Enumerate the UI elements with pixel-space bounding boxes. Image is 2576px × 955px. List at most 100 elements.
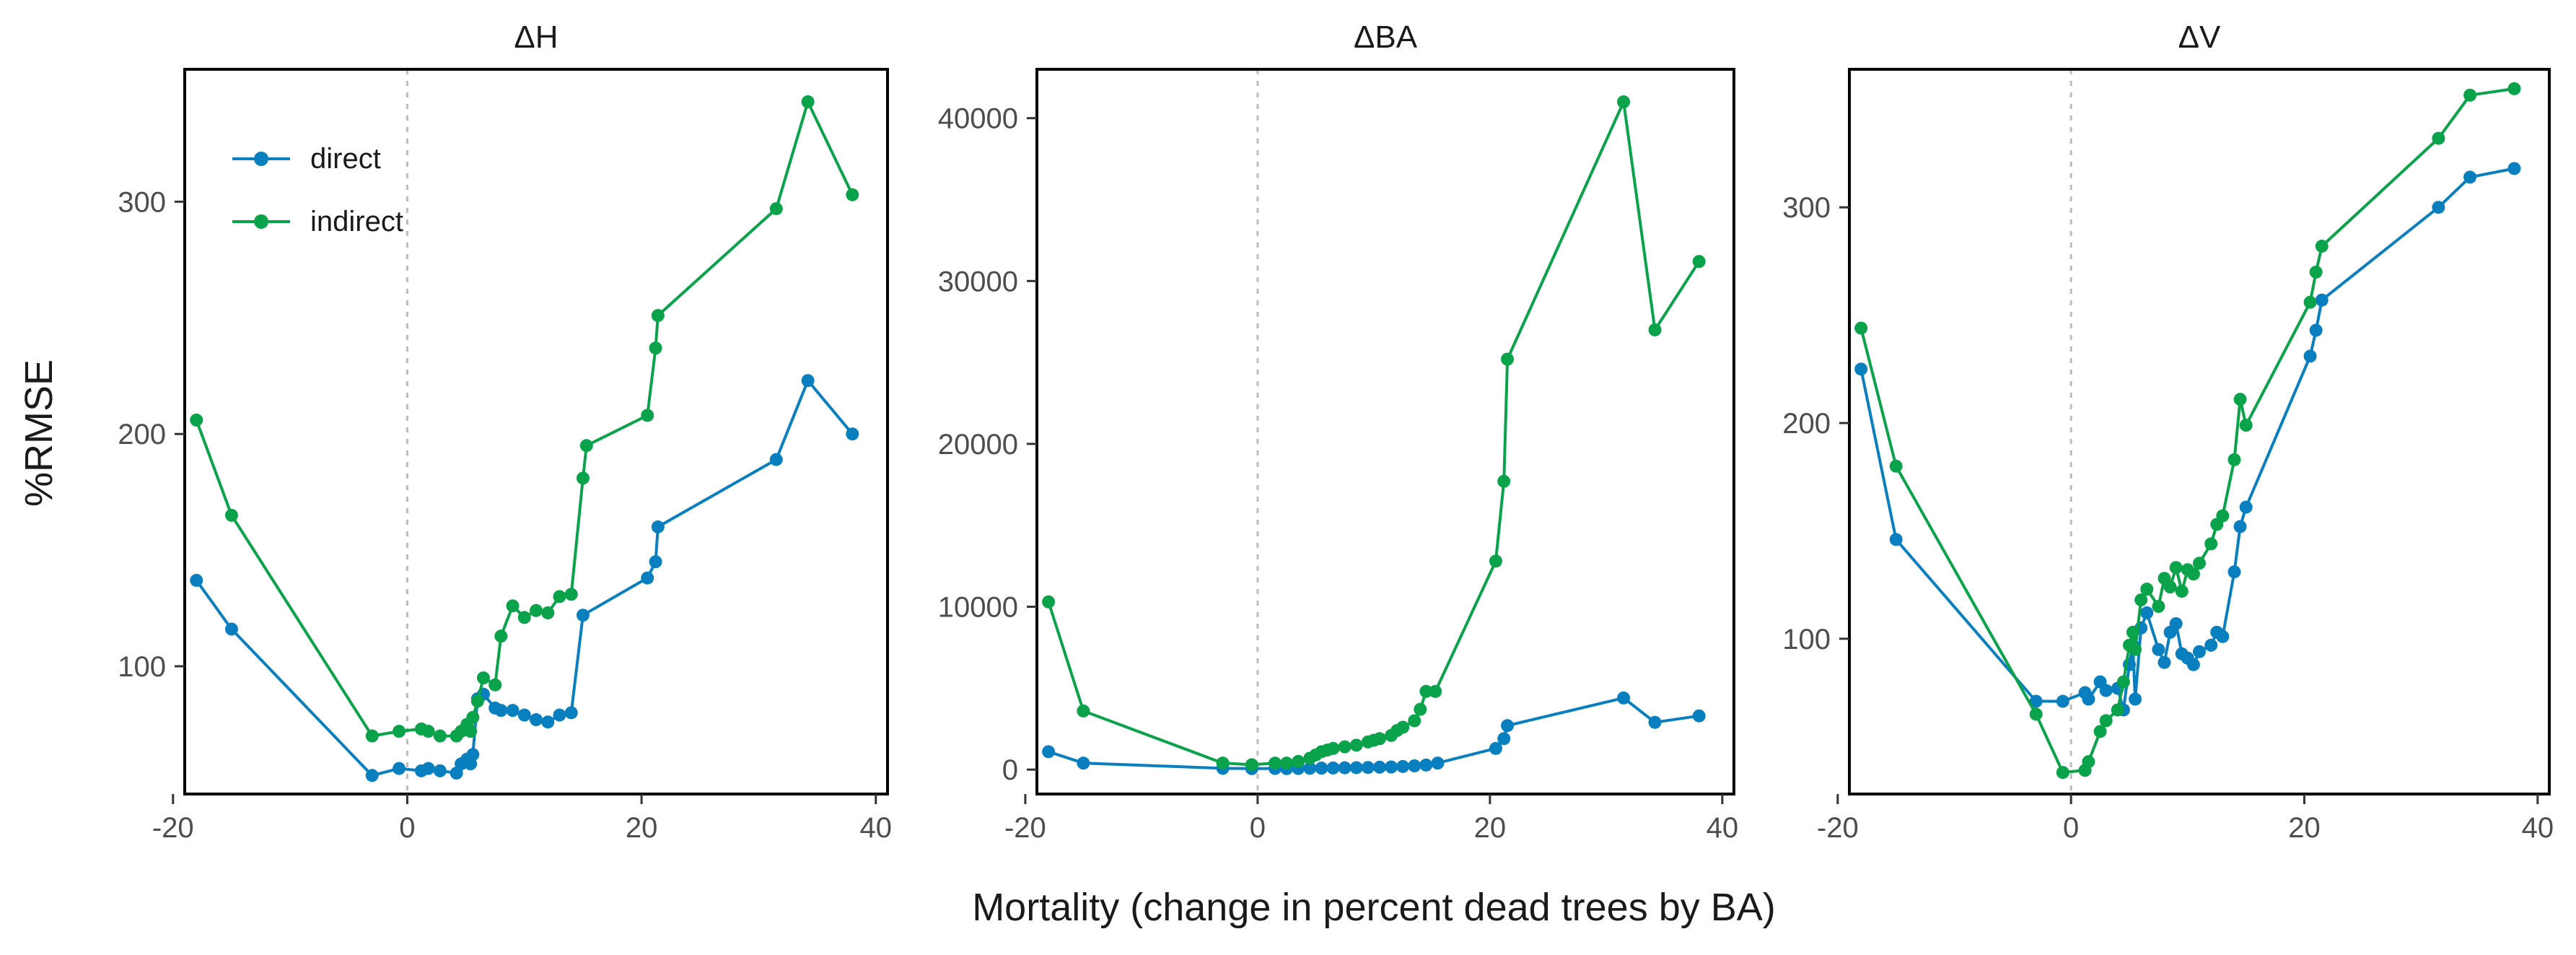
x-tick-label: 20 bbox=[1474, 812, 1507, 844]
data-point-direct bbox=[433, 764, 447, 777]
series-line-indirect bbox=[195, 100, 854, 738]
data-point-indirect bbox=[2152, 600, 2165, 614]
data-point-direct bbox=[1497, 732, 1511, 746]
panel-frame bbox=[1848, 68, 2551, 795]
data-point-indirect bbox=[2303, 295, 2317, 309]
data-point-indirect bbox=[649, 341, 662, 355]
y-tick-label: 40000 bbox=[938, 103, 1018, 135]
data-point-indirect bbox=[2134, 593, 2148, 607]
data-point-indirect bbox=[1245, 758, 1258, 772]
legend-key-point-direct bbox=[254, 152, 268, 166]
data-point-direct bbox=[651, 520, 665, 533]
data-point-direct bbox=[2233, 520, 2247, 533]
data-point-indirect bbox=[553, 590, 566, 603]
data-point-direct bbox=[2082, 692, 2095, 706]
data-point-indirect bbox=[1419, 684, 1433, 698]
data-point-direct bbox=[393, 762, 406, 775]
x-tick-label: 40 bbox=[2522, 812, 2554, 844]
data-point-indirect bbox=[470, 694, 484, 708]
data-point-indirect bbox=[1648, 323, 1662, 336]
data-point-indirect bbox=[1338, 740, 1351, 754]
data-point-indirect bbox=[530, 603, 543, 617]
data-point-direct bbox=[2029, 694, 2043, 708]
data-point-indirect bbox=[1854, 321, 1868, 335]
data-point-indirect bbox=[2309, 265, 2323, 279]
data-point-indirect bbox=[2463, 88, 2477, 102]
data-point-indirect bbox=[1501, 352, 1515, 366]
data-point-indirect bbox=[489, 678, 502, 692]
y-tick-label: 100 bbox=[118, 651, 166, 683]
data-point-indirect bbox=[224, 508, 238, 522]
data-point-indirect bbox=[190, 413, 203, 427]
data-point-indirect bbox=[1326, 741, 1340, 755]
data-point-indirect bbox=[1216, 756, 1230, 770]
data-point-indirect bbox=[421, 725, 435, 738]
data-point-direct bbox=[1303, 762, 1317, 775]
data-point-indirect bbox=[2216, 509, 2230, 523]
data-point-indirect bbox=[1042, 595, 1056, 609]
data-point-direct bbox=[1431, 756, 1445, 770]
data-point-indirect bbox=[1292, 754, 1305, 768]
data-point-indirect bbox=[2140, 583, 2154, 596]
data-point-indirect bbox=[769, 202, 783, 216]
chart-panel-2: -20 0 20 40 100 200 300 ΔV bbox=[1782, 19, 2554, 844]
data-point-indirect bbox=[1889, 459, 1903, 473]
data-point-direct bbox=[2432, 201, 2445, 214]
data-point-indirect bbox=[494, 629, 508, 643]
data-point-indirect bbox=[1414, 702, 1427, 716]
data-point-indirect bbox=[564, 588, 578, 601]
data-point-indirect bbox=[2129, 642, 2142, 656]
data-point-indirect bbox=[2193, 557, 2206, 570]
data-point-indirect bbox=[579, 439, 593, 453]
data-point-indirect bbox=[2204, 537, 2218, 551]
data-point-indirect bbox=[2169, 561, 2183, 575]
data-point-indirect bbox=[506, 599, 520, 613]
y-tick-label: 200 bbox=[1782, 408, 1831, 440]
y-tick-label: 200 bbox=[118, 419, 166, 450]
data-point-indirect bbox=[2126, 625, 2139, 639]
data-point-direct bbox=[1692, 709, 1706, 723]
data-point-direct bbox=[1854, 362, 1868, 376]
data-point-indirect bbox=[1372, 732, 1386, 746]
data-point-direct bbox=[1361, 761, 1375, 775]
data-point-indirect bbox=[393, 725, 406, 738]
data-point-direct bbox=[2303, 349, 2317, 363]
legend-label-indirect: indirect bbox=[310, 206, 403, 237]
panel-title: ΔBA bbox=[1354, 19, 1418, 55]
data-point-indirect bbox=[576, 471, 590, 485]
data-point-indirect bbox=[433, 729, 447, 743]
data-point-indirect bbox=[2186, 567, 2200, 581]
data-point-indirect bbox=[2432, 131, 2445, 145]
data-point-direct bbox=[530, 713, 543, 727]
data-point-indirect bbox=[801, 95, 815, 109]
data-point-indirect bbox=[1692, 255, 1706, 269]
data-point-indirect bbox=[1269, 756, 1282, 770]
data-point-indirect bbox=[476, 671, 490, 685]
x-tick-label: 0 bbox=[2063, 812, 2079, 844]
data-point-direct bbox=[190, 573, 203, 587]
data-point-direct bbox=[2193, 645, 2206, 658]
data-point-indirect bbox=[1349, 738, 1363, 752]
chart-panel-0: -20 0 20 40 100 200 300 ΔH bbox=[118, 19, 892, 844]
data-point-indirect bbox=[1497, 474, 1511, 488]
data-point-indirect bbox=[1077, 704, 1090, 718]
panel-title: ΔH bbox=[514, 19, 558, 55]
x-tick-label: 20 bbox=[2288, 812, 2321, 844]
data-point-direct bbox=[1419, 758, 1433, 772]
data-point-direct bbox=[494, 704, 508, 718]
data-point-indirect bbox=[2093, 725, 2107, 738]
data-point-direct bbox=[1501, 719, 1515, 733]
data-point-indirect bbox=[2507, 82, 2521, 95]
data-point-direct bbox=[2309, 323, 2323, 337]
x-tick-label: -20 bbox=[1817, 812, 1859, 844]
data-point-direct bbox=[2056, 694, 2069, 708]
data-point-indirect bbox=[365, 729, 379, 743]
data-point-direct bbox=[2315, 293, 2329, 307]
chart-panel-1: -20 0 20 40 0 10000 20000 30000 40000 ΔBA bbox=[938, 19, 1738, 844]
data-point-indirect bbox=[466, 710, 480, 724]
data-point-direct bbox=[421, 762, 435, 775]
y-tick-label: 300 bbox=[118, 186, 166, 218]
data-point-direct bbox=[641, 571, 654, 585]
x-tick-label: 20 bbox=[626, 812, 658, 844]
